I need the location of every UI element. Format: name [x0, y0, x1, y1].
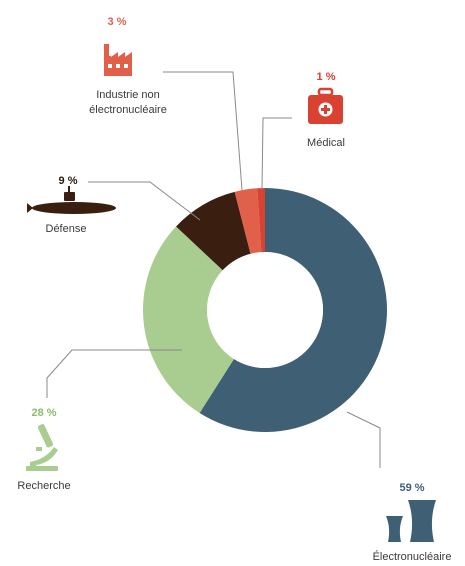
industrie-pct: 3 % [108, 16, 127, 28]
donut-slices [143, 188, 387, 432]
electro-pct: 59 % [399, 482, 424, 494]
medical-kit-icon [308, 87, 343, 124]
defense-pct: 9 % [59, 175, 78, 187]
donut-hole [207, 252, 323, 368]
microscope-icon [26, 424, 58, 471]
defense-label: Défense [46, 223, 87, 235]
industrie-label-line1: Industrie non [96, 89, 160, 101]
leader-line-recherche [46, 349, 182, 398]
recherche-pct: 28 % [31, 407, 56, 419]
slice-medical [257, 188, 265, 253]
slice-electro [199, 188, 387, 432]
industrie-label-line2: électronucléaire [89, 104, 167, 116]
leader-line-industrie [163, 71, 243, 191]
submarine-icon [27, 186, 116, 214]
leader-line-electro [346, 411, 381, 468]
medical-label: Médical [307, 137, 345, 149]
leader-line-medical [261, 117, 292, 191]
leader-lines [46, 71, 381, 468]
medical-pct: 1 % [317, 71, 336, 83]
recherche-label: Recherche [17, 480, 70, 492]
slice-defense [176, 191, 251, 271]
slice-recherche [143, 226, 234, 414]
cooling-towers-icon [386, 500, 436, 542]
leader-line-defense [88, 181, 201, 221]
slice-industrie [234, 188, 262, 254]
electro-label: Électronucléaire [373, 550, 452, 563]
factory-icon [104, 44, 132, 76]
